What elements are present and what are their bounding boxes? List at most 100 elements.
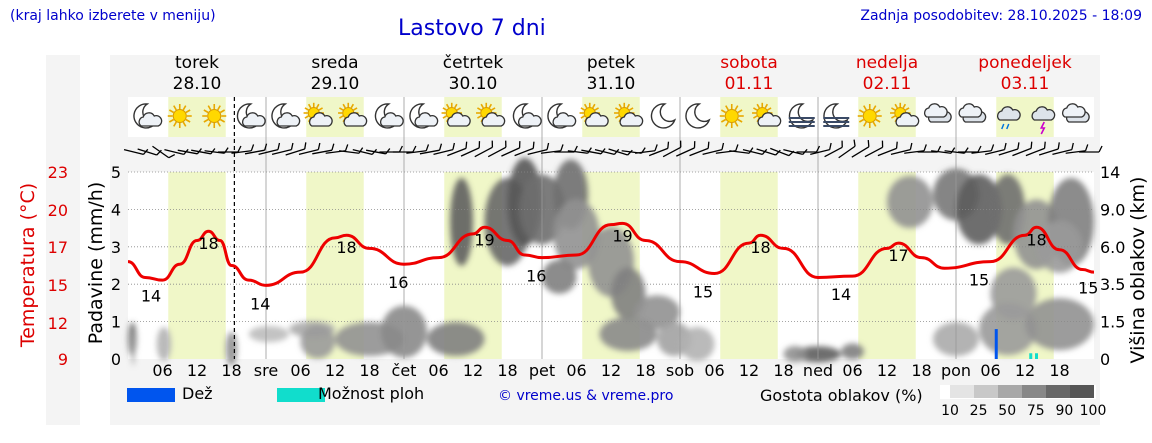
hour-tick-label: 18 <box>221 361 241 380</box>
hour-tick-label: 06 <box>704 361 724 380</box>
wind-shaft <box>460 147 480 157</box>
wind-barb <box>258 142 281 156</box>
sun-ray <box>217 105 221 111</box>
sun-ray <box>872 105 877 111</box>
sun-disc <box>862 109 877 123</box>
cloud-height-tick: 14 <box>1100 163 1120 182</box>
sun-disc <box>724 109 739 123</box>
cloud-shape <box>757 112 782 127</box>
cloud-shape <box>1031 106 1056 121</box>
wind-barb <box>1038 142 1060 156</box>
density-swatch <box>1022 385 1046 398</box>
wind-barb <box>957 145 982 153</box>
wind-barb <box>810 142 832 156</box>
wind-barb <box>244 143 268 155</box>
last-update: Zadnja posodobitev: 28.10.2025 - 18:09 <box>860 8 1142 24</box>
moon-cloud-icon <box>133 103 163 129</box>
moon-cloud-icon <box>409 103 439 129</box>
wind-flag <box>237 145 242 153</box>
wind-barb <box>191 148 216 155</box>
sun-ray <box>445 103 450 109</box>
hour-tick-label: 18 <box>773 361 793 380</box>
wind-flag <box>317 142 321 150</box>
shower-bar <box>1029 353 1033 359</box>
sun-ray <box>304 115 309 119</box>
day-date: 03.11 <box>1001 74 1050 94</box>
day-date: 31.10 <box>587 74 636 94</box>
wind-shaft <box>258 148 279 156</box>
density-tick: 10 <box>941 403 959 419</box>
wind-shaft <box>742 148 763 156</box>
moon-icon <box>650 103 677 129</box>
wind-shaft <box>487 146 507 158</box>
sun-ray <box>594 107 599 111</box>
lightning <box>1039 121 1046 135</box>
density-tick: 90 <box>1055 403 1073 419</box>
wind-barb <box>689 141 710 157</box>
wind-shaft <box>501 147 520 157</box>
cloud-patch <box>599 317 657 352</box>
cloud-icon <box>1062 103 1090 123</box>
cloud-patch <box>450 177 473 266</box>
wind-barb <box>271 142 294 156</box>
wind-barb <box>904 144 927 154</box>
sun-icon <box>857 104 882 128</box>
hour-tick-label: 06 <box>980 361 1000 380</box>
cloud-height-tick: 6.0 <box>1100 238 1125 257</box>
moon-shape <box>685 103 711 129</box>
sun-ray <box>629 107 634 111</box>
hour-tick-label: 12 <box>877 361 897 380</box>
wind-barb <box>985 142 1007 156</box>
temperature-tick: 12 <box>48 314 68 333</box>
sun-cloud-icon <box>338 102 368 127</box>
sun-ray <box>902 103 907 109</box>
wind-barb <box>877 141 898 157</box>
cloud-density-label: Gostota oblakov (%) <box>760 386 923 405</box>
wind-shaft <box>594 148 615 156</box>
wind-flag <box>909 142 913 150</box>
sun-ray <box>618 103 622 109</box>
sun-cloud-icon <box>441 102 471 127</box>
wind-shaft <box>985 148 1005 156</box>
precip-tick: 1 <box>111 313 121 332</box>
cloud-height-tick: 1.5 <box>1100 313 1125 332</box>
wind-flag <box>1017 142 1020 150</box>
wind-flag <box>841 140 843 148</box>
wind-barb <box>365 148 391 155</box>
cloud-height-tick: 9.0 <box>1100 200 1125 219</box>
wind-barb <box>312 143 335 155</box>
sun-ray <box>863 121 867 127</box>
wind-flag <box>156 149 162 156</box>
wind-flag <box>358 147 364 154</box>
wind-barb <box>298 142 321 156</box>
wind-flag <box>264 143 268 151</box>
wind-shaft <box>365 149 386 155</box>
day-abbr-label: čet <box>392 361 417 380</box>
wind-shaft <box>756 148 776 156</box>
wind-barb <box>729 147 754 154</box>
day-abbr-label: sre <box>254 361 278 380</box>
wind-barb <box>635 144 658 154</box>
sun-cloud-icon <box>303 102 333 127</box>
wind-barb <box>231 144 255 154</box>
sun-ray <box>480 103 484 109</box>
temperature-tick: 15 <box>48 276 68 295</box>
sun-icon <box>202 104 227 128</box>
temperature-label: 14 <box>831 285 851 304</box>
sun-ray <box>725 105 729 111</box>
sun-ray <box>207 121 212 127</box>
cloud-shape <box>447 112 471 127</box>
sun-ray <box>583 103 588 109</box>
sun-ray <box>173 121 177 127</box>
temperature-label: 19 <box>612 226 632 245</box>
moon-cloud-icon <box>236 103 266 129</box>
sun-ray <box>756 103 760 109</box>
cloud-shape <box>958 103 983 118</box>
credit-text: © vreme.us & vreme.pro <box>498 388 674 404</box>
rain-legend-label: Dež <box>182 384 213 403</box>
cloud-height-tick: 3.5 <box>1100 275 1125 294</box>
sun-ray <box>863 105 867 111</box>
day-date: 30.10 <box>449 74 498 94</box>
cloud-shape <box>414 112 439 127</box>
shower-legend-label: Možnost ploh <box>318 384 425 403</box>
